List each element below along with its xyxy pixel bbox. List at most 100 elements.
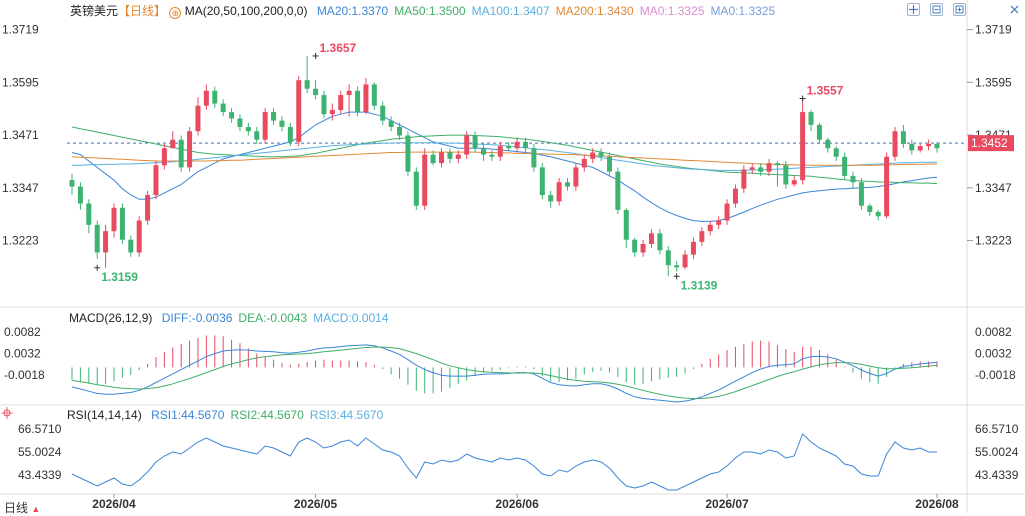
macd-tick-label-right: 0.0032 [975,347,1012,361]
candle-body [388,120,394,127]
candle-body [178,139,184,168]
candle-body [338,95,344,110]
macd-diff-line [71,344,938,403]
candle-body [161,148,167,166]
candle-body [497,146,503,157]
candle-body [514,141,520,149]
candle-body [262,112,268,140]
candle-body [623,209,629,240]
price-tick-label-left: 1.3471 [2,128,39,142]
candle-body [430,154,436,164]
candle-body [321,95,327,115]
rsi-legend: RSI(14,14,14) RSI1:44.5670 RSI2:44.5670 RS… [67,408,383,422]
candle-body [447,152,453,159]
price-tick-label-left: 1.3223 [2,234,39,248]
candlesticks [69,55,940,277]
price-tick-label-right: 1.3223 [975,234,1012,248]
ma50-line [71,126,938,185]
candle-body [481,148,487,155]
candle-body [522,141,528,149]
candle-body [363,84,369,113]
candle-body [758,167,764,172]
candle-body [128,239,134,253]
zoom-out-icon[interactable] [930,3,943,16]
candle-body [397,126,403,136]
candle-body [77,186,83,204]
candle-body [136,220,142,253]
price-tick-label-right: 1.3595 [975,75,1012,89]
settings-icon[interactable]: ⊕ [169,7,182,19]
rsi-tick-label-left: 55.0024 [18,445,62,459]
price-tick-label-right: 1.3347 [975,181,1012,195]
candle-body [254,131,260,140]
macd-panel-plot: 0.0082 0.0082 0.0032 0.0032 -0.0018 -0.0018 [4,325,1016,403]
macd-tick-label-left: 0.0032 [4,347,41,361]
macd-tick-label-left: -0.0018 [4,368,45,382]
ma-value: MA200:1.3430 [555,4,634,18]
ma100-line [72,142,937,171]
candle-body [86,203,92,225]
candle-body [506,146,512,149]
rsi-label: RSI(14,14,14) [67,408,142,422]
candle-body [682,254,688,268]
candle-body [816,124,822,140]
candle-body [707,224,713,232]
ma-value: MA0:1.3325 [639,4,705,18]
candle-body [867,205,873,213]
candle-body [229,112,235,119]
candle-body [724,203,730,221]
time-tick-label: 2026/06 [495,497,539,511]
candle-body [850,175,856,183]
candle-body [892,131,898,157]
rsi-value: RSI2:44.5670 [230,408,304,422]
candle-body [187,131,193,168]
candle-body [800,112,806,181]
candle-body [153,165,159,196]
close-icon[interactable] [1008,3,1021,16]
candle-body [632,239,638,253]
footer-period[interactable]: 日线 ▲ [4,499,40,516]
zoom-in-icon[interactable] [953,3,966,16]
candle-body [103,231,109,253]
candle-body [926,143,932,147]
crosshair-icon[interactable] [1,406,13,419]
candle-body [313,88,319,96]
candle-body [371,84,377,106]
candle-body [355,90,361,113]
candle-body [732,188,738,204]
annotation-label: 1.3657 [320,41,357,55]
candle-body [94,224,100,253]
annotation-label: 1.3557 [807,83,844,97]
macd-label: MACD(26,12,9) [69,311,153,325]
candle-body [455,154,461,159]
time-tick-label: 2026/08 [915,497,959,511]
candle-body [439,152,445,164]
ma-values: MA20:1.3370 MA50:1.3500 MA100:1.3407 MA200:… [311,4,775,18]
candle-body [69,180,75,187]
candle-body [657,233,663,251]
candle-body [875,212,881,217]
candle-body [917,146,923,151]
rsi-tick-label-right: 55.0024 [975,445,1019,459]
candle-body [615,171,621,210]
candle-body [464,135,470,155]
moving-average-lines [71,111,938,222]
candle-body [791,180,797,185]
ma-value: MA0:1.3325 [710,4,776,18]
rsi-tick-label-left: 43.4339 [18,468,62,482]
candle-body [212,90,218,104]
period-label: 【日线】 [118,4,167,18]
candle-body [774,163,780,166]
candle-body [564,182,570,187]
candle-body [489,154,495,157]
candle-body [405,135,411,172]
ma-value: MA100:1.3407 [471,4,550,18]
current-price-label: 1.3452 [971,136,1008,150]
move-icon[interactable] [907,3,920,16]
macd-value: DIFF:-0.0036 [161,311,233,325]
symbol-name: 英镑美元 [70,4,119,18]
candle-body [699,231,705,242]
candle-body [195,105,201,132]
main-legend: 英镑美元【日线】 ⊕ MA(20,50,100,200,0,0) MA20:1.… [70,2,775,19]
